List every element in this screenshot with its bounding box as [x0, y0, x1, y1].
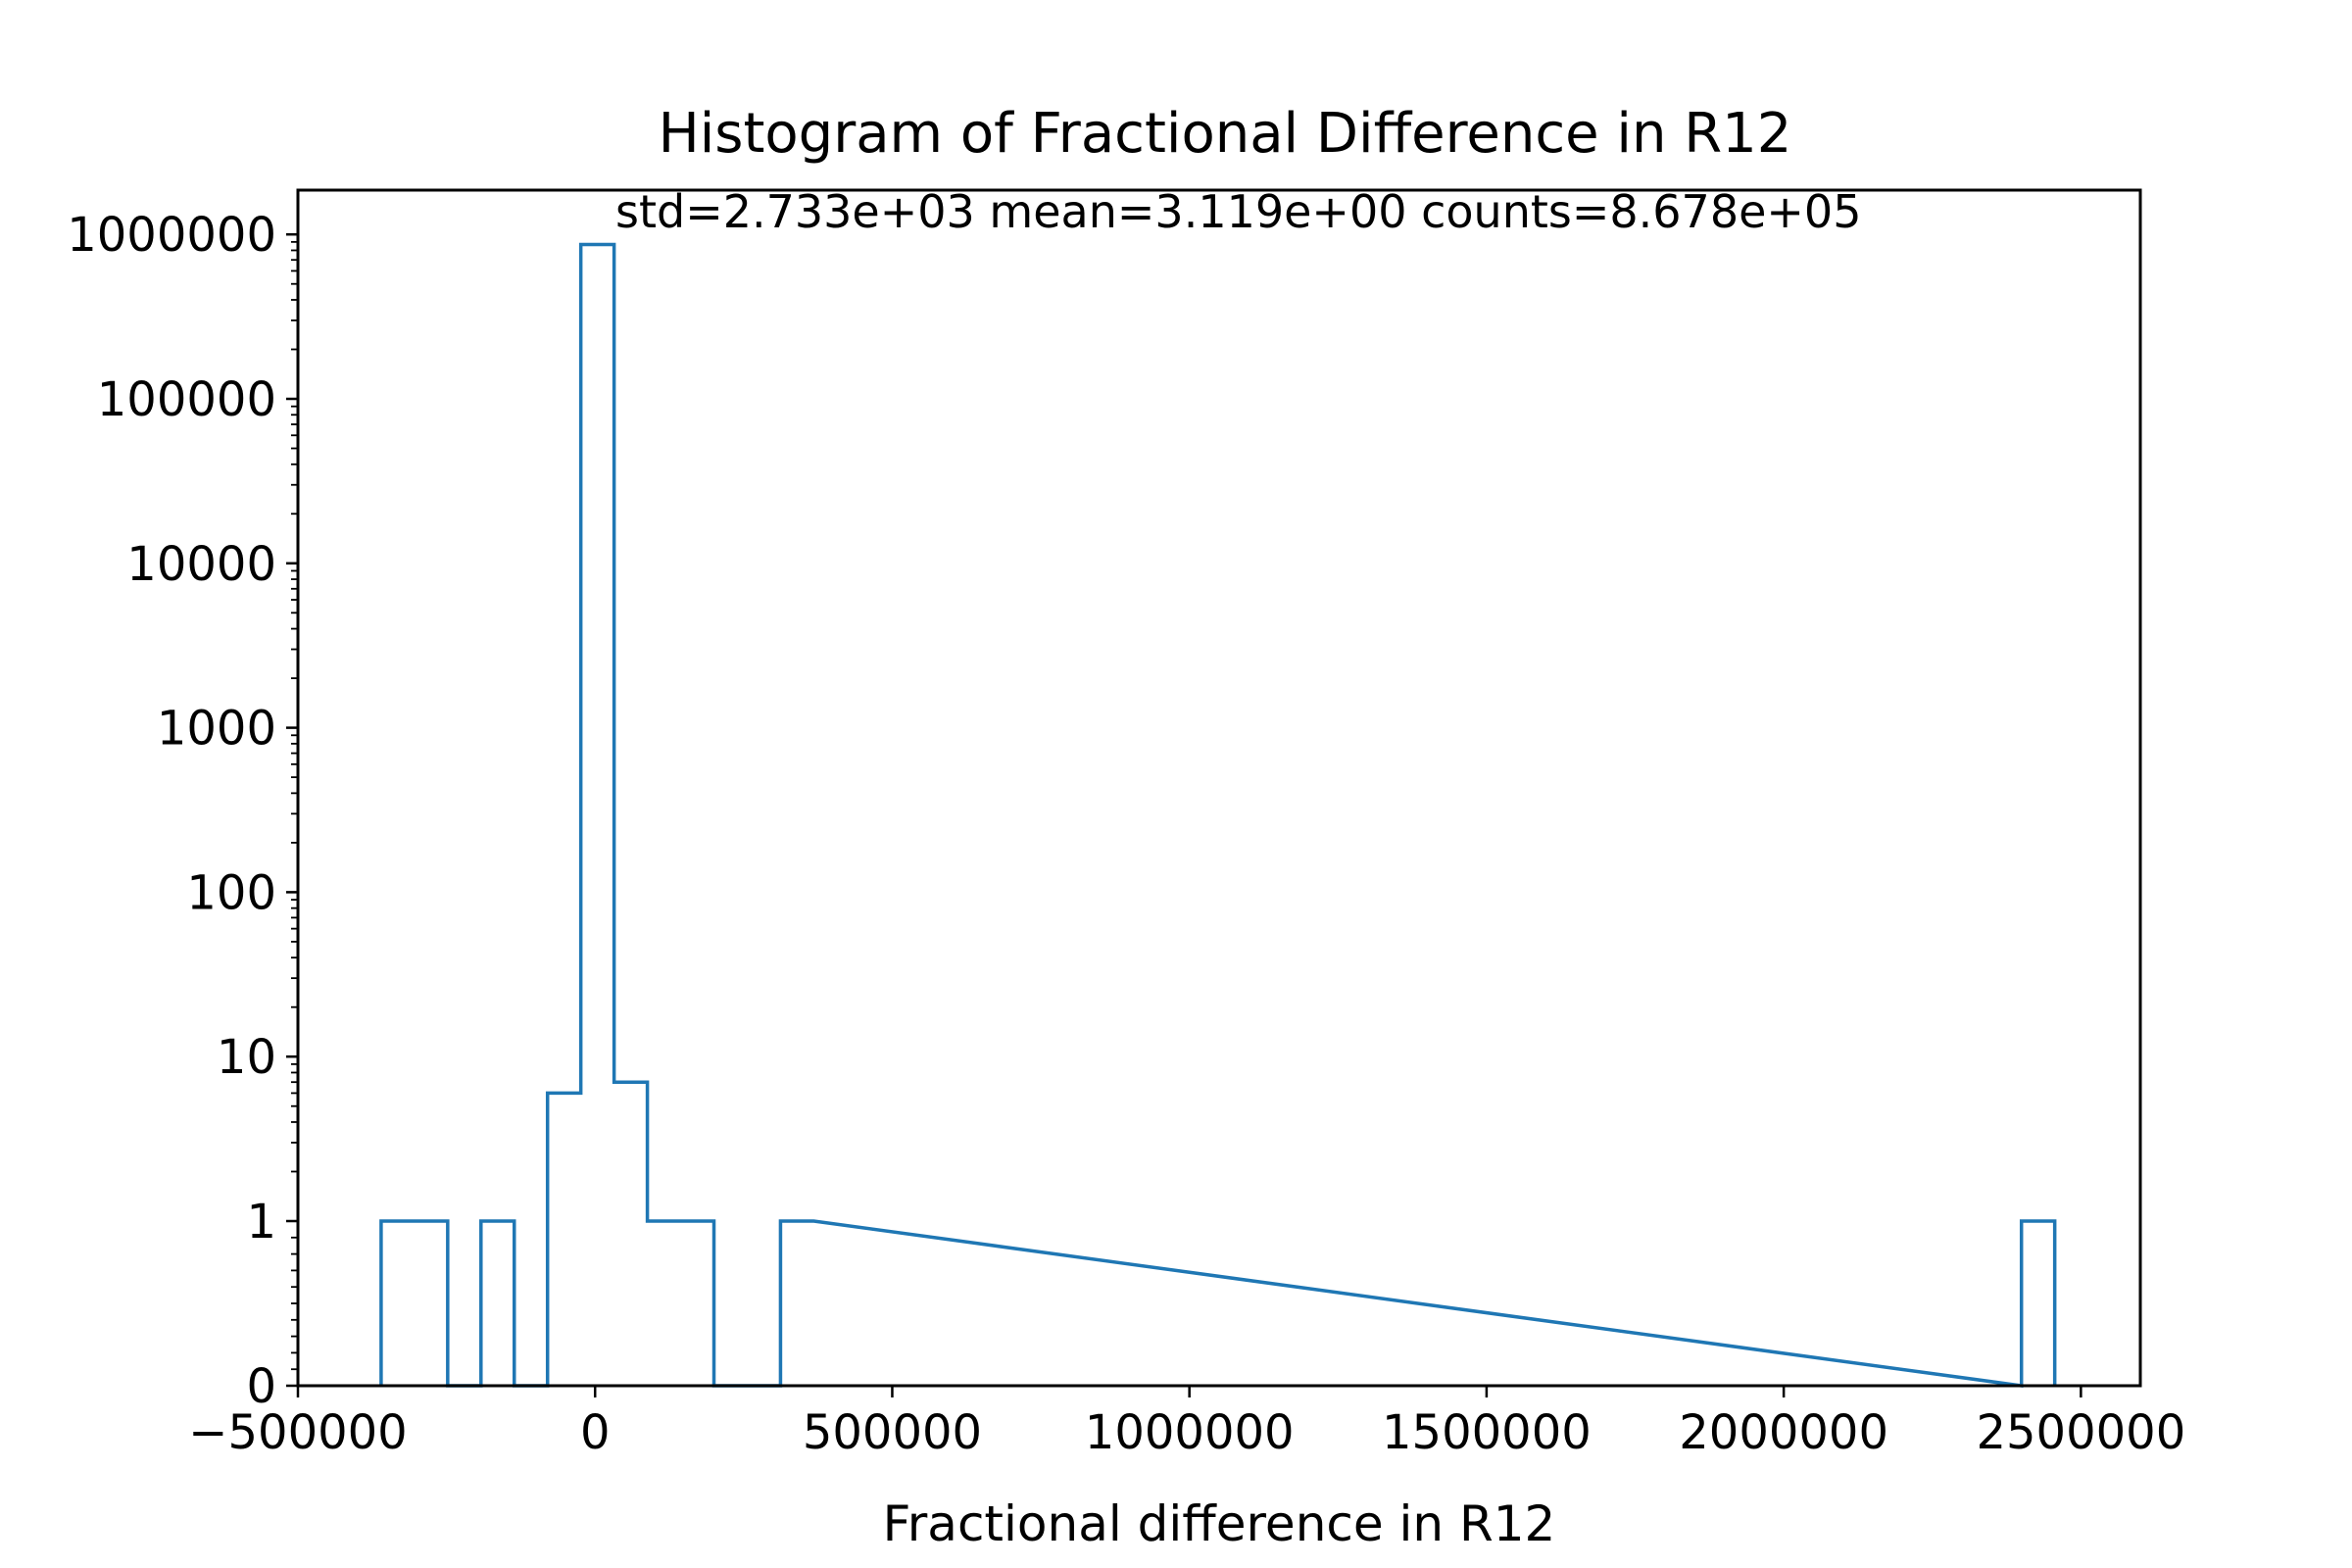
y-tick-label: 1 [246, 1195, 276, 1250]
y-tick-label: 100 [186, 865, 276, 920]
x-tick-label: 1000000 [1085, 1405, 1295, 1460]
y-tick-label: 1000 [157, 702, 276, 757]
chart-title: Histogram of Fractional Difference in R1… [659, 102, 1792, 166]
histogram-step-line [379, 242, 2057, 1389]
plot-area-frame [296, 188, 2142, 1388]
x-axis-ticks: −500000 0 500000 1000000 1500000 2000000 25000… [188, 1386, 2185, 1460]
y-tick-label: 10000 [126, 537, 276, 592]
stats-annotation: std=2.733e+03 mean=3.119e+00 counts=8.67… [615, 185, 1861, 238]
x-tick-label: 0 [580, 1405, 611, 1460]
y-tick-label: 0 [246, 1359, 276, 1414]
x-tick-label: 1500000 [1382, 1405, 1592, 1460]
y-tick-label: 1000000 [67, 208, 276, 263]
x-tick-label: 2500000 [1976, 1405, 2185, 1460]
y-tick-label: 100000 [97, 372, 276, 427]
y-tick-label: 10 [217, 1030, 276, 1085]
x-tick-label: 2000000 [1679, 1405, 1888, 1460]
x-axis-label: Fractional difference in R12 [883, 1495, 1556, 1552]
x-tick-label: 500000 [803, 1405, 982, 1460]
y-axis-ticks: 0 1 10 100 1000 10000 100000 1000000 [67, 208, 298, 1414]
x-tick-label: −500000 [188, 1405, 407, 1460]
